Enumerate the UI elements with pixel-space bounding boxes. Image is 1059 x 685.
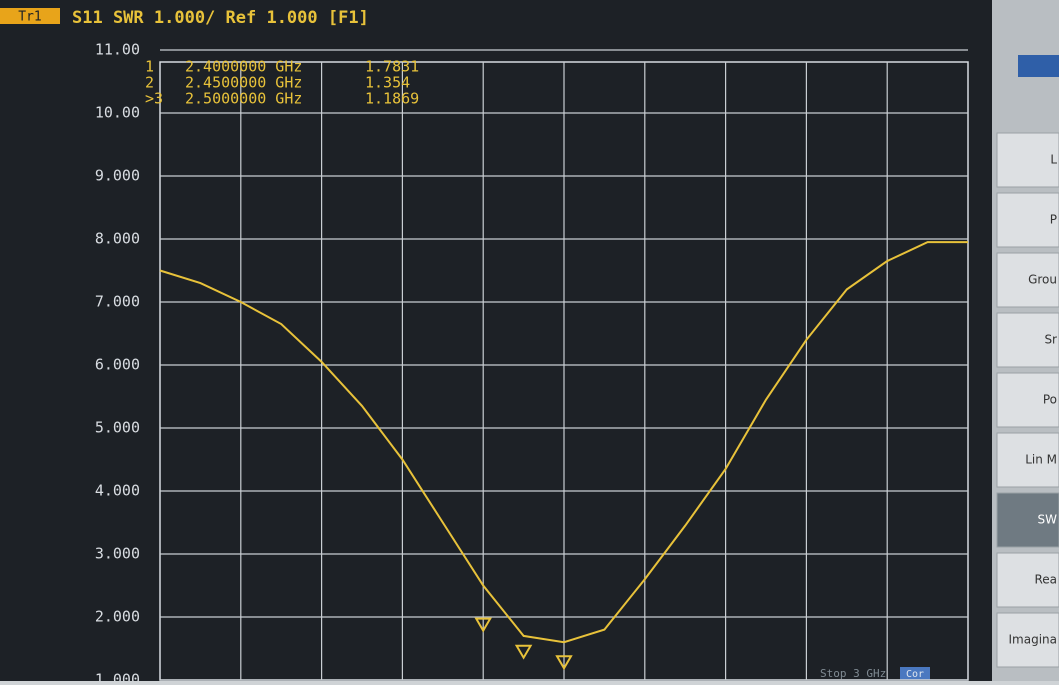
softkey-label: P [1050,213,1057,227]
softkey-label: L [1050,153,1057,167]
trace-line [159,241,968,644]
marker-frequency: 2.4500000 GHz [185,74,302,92]
y-tick-label: 6.000 [95,356,140,374]
cor-badge: Cor [906,669,924,680]
y-tick-label: 4.000 [95,482,140,500]
softkey [996,372,1059,428]
softkey [996,132,1059,188]
panel-header [1018,55,1059,77]
marker-label: >3 [145,90,163,108]
softkey-label: Po [1043,393,1057,407]
y-tick-label: 7.000 [95,293,140,311]
softkey [996,252,1059,308]
softkey-label: Imagina [1009,633,1058,647]
marker-label: 2 [145,74,154,92]
y-tick-label: 9.000 [95,167,140,185]
marker-frequency: 2.5000000 GHz [185,90,302,108]
softkey-label: Lin M [1025,453,1057,467]
softkey [996,612,1059,668]
marker-value: 1.1869 [365,90,419,108]
y-tick-label: 8.000 [95,230,140,248]
trace-badge-bg [0,8,60,24]
y-tick-label: 11.00 [95,41,140,59]
softkey [996,552,1059,608]
y-tick-label: 2.000 [95,608,140,626]
softkey-label: Sr [1044,333,1057,347]
marker-triangle [514,644,533,660]
softkey [996,432,1059,488]
softkey [996,492,1059,548]
trace-title: S11 SWR 1.000/ Ref 1.000 [F1] [72,8,369,28]
marker-triangle [474,617,492,633]
marker-label: 1 [145,58,154,76]
y-tick-label: 5.000 [95,419,140,437]
y-tick-label: 10.00 [95,104,140,122]
marker-value: 1.7831 [365,58,419,76]
cor-badge-bg [900,667,930,680]
marker-frequency: 2.4000000 GHz [185,58,302,76]
marker-value: 1.354 [365,74,410,92]
trace-badge: Tr1 [18,10,41,25]
marker-triangle [555,655,573,671]
softkey [996,312,1059,368]
softkey-label: Grou [1028,273,1057,287]
y-tick-label: 1.000 [95,671,140,682]
softkey [996,192,1059,248]
y-tick-label: 3.000 [95,545,140,563]
softkey-label: Rea [1034,573,1057,587]
softkey-label: SW [1038,513,1058,527]
stop-label: Stop 3 GHz [820,667,886,680]
